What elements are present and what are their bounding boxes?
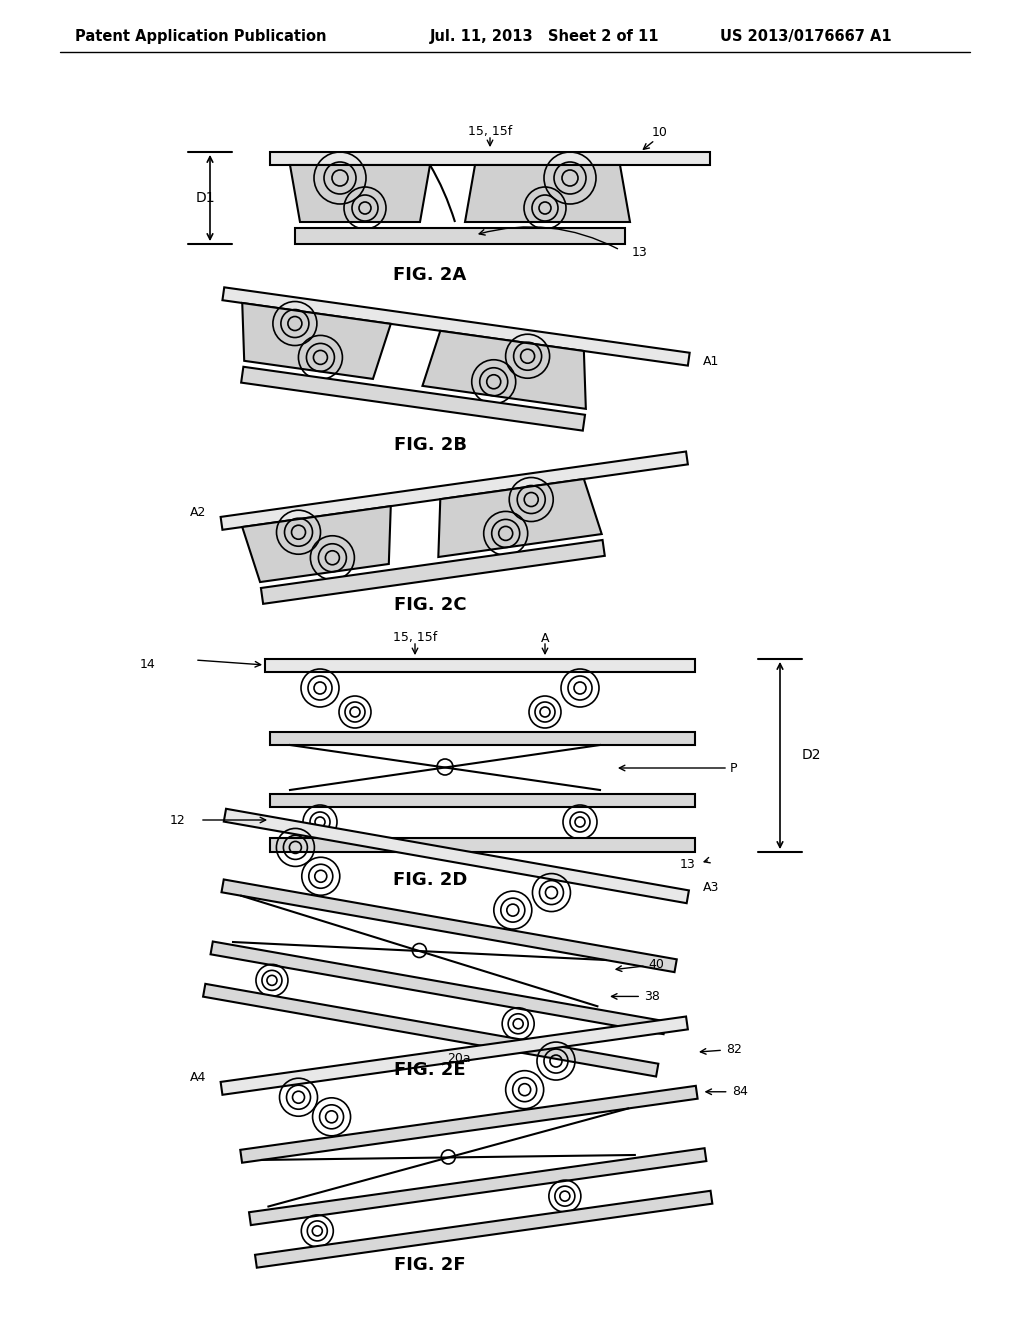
Text: 82: 82 <box>726 1043 742 1056</box>
Text: Jul. 11, 2013   Sheet 2 of 11: Jul. 11, 2013 Sheet 2 of 11 <box>430 29 659 45</box>
Polygon shape <box>221 879 677 972</box>
Polygon shape <box>290 165 430 222</box>
Text: 84: 84 <box>731 1085 748 1098</box>
Text: 10: 10 <box>652 125 668 139</box>
Text: A: A <box>541 631 549 644</box>
Text: A2: A2 <box>190 507 207 519</box>
Polygon shape <box>241 1086 697 1163</box>
Text: A1: A1 <box>702 355 719 368</box>
Polygon shape <box>465 165 630 222</box>
Polygon shape <box>220 451 688 529</box>
Polygon shape <box>255 1191 713 1267</box>
Text: A4: A4 <box>190 1072 207 1085</box>
Text: 40: 40 <box>649 958 665 972</box>
Polygon shape <box>249 1148 707 1225</box>
Polygon shape <box>222 288 690 366</box>
Text: Patent Application Publication: Patent Application Publication <box>75 29 327 45</box>
Polygon shape <box>270 838 695 851</box>
Text: FIG. 2A: FIG. 2A <box>393 267 467 284</box>
Polygon shape <box>203 983 658 1077</box>
Text: 13: 13 <box>680 858 695 871</box>
Polygon shape <box>270 733 695 744</box>
Text: P: P <box>730 762 737 775</box>
Polygon shape <box>270 795 695 807</box>
Text: 38: 38 <box>644 990 660 1003</box>
Text: D2: D2 <box>802 748 821 762</box>
Text: FIG. 2B: FIG. 2B <box>393 436 467 454</box>
Polygon shape <box>224 809 689 903</box>
Text: 15, 15f: 15, 15f <box>393 631 437 644</box>
Text: FIG. 2E: FIG. 2E <box>394 1061 466 1078</box>
Polygon shape <box>270 152 710 165</box>
Polygon shape <box>243 304 391 379</box>
Text: FIG. 2F: FIG. 2F <box>394 1257 466 1274</box>
Polygon shape <box>243 506 391 582</box>
Text: A3: A3 <box>702 880 719 894</box>
Text: 13: 13 <box>632 246 648 259</box>
Polygon shape <box>220 1016 688 1094</box>
Polygon shape <box>241 367 585 430</box>
Text: US 2013/0176667 A1: US 2013/0176667 A1 <box>720 29 892 45</box>
Polygon shape <box>211 941 666 1034</box>
Polygon shape <box>265 659 695 672</box>
Text: 20a: 20a <box>447 1052 471 1065</box>
Text: 12: 12 <box>169 813 185 826</box>
Text: 15, 15f: 15, 15f <box>468 125 512 139</box>
Text: FIG. 2D: FIG. 2D <box>393 871 467 888</box>
Text: 14: 14 <box>139 659 155 672</box>
Polygon shape <box>438 479 602 557</box>
Text: D1: D1 <box>196 191 215 205</box>
Polygon shape <box>261 540 605 603</box>
Polygon shape <box>295 228 625 244</box>
Polygon shape <box>423 331 586 409</box>
Text: FIG. 2C: FIG. 2C <box>393 597 466 614</box>
